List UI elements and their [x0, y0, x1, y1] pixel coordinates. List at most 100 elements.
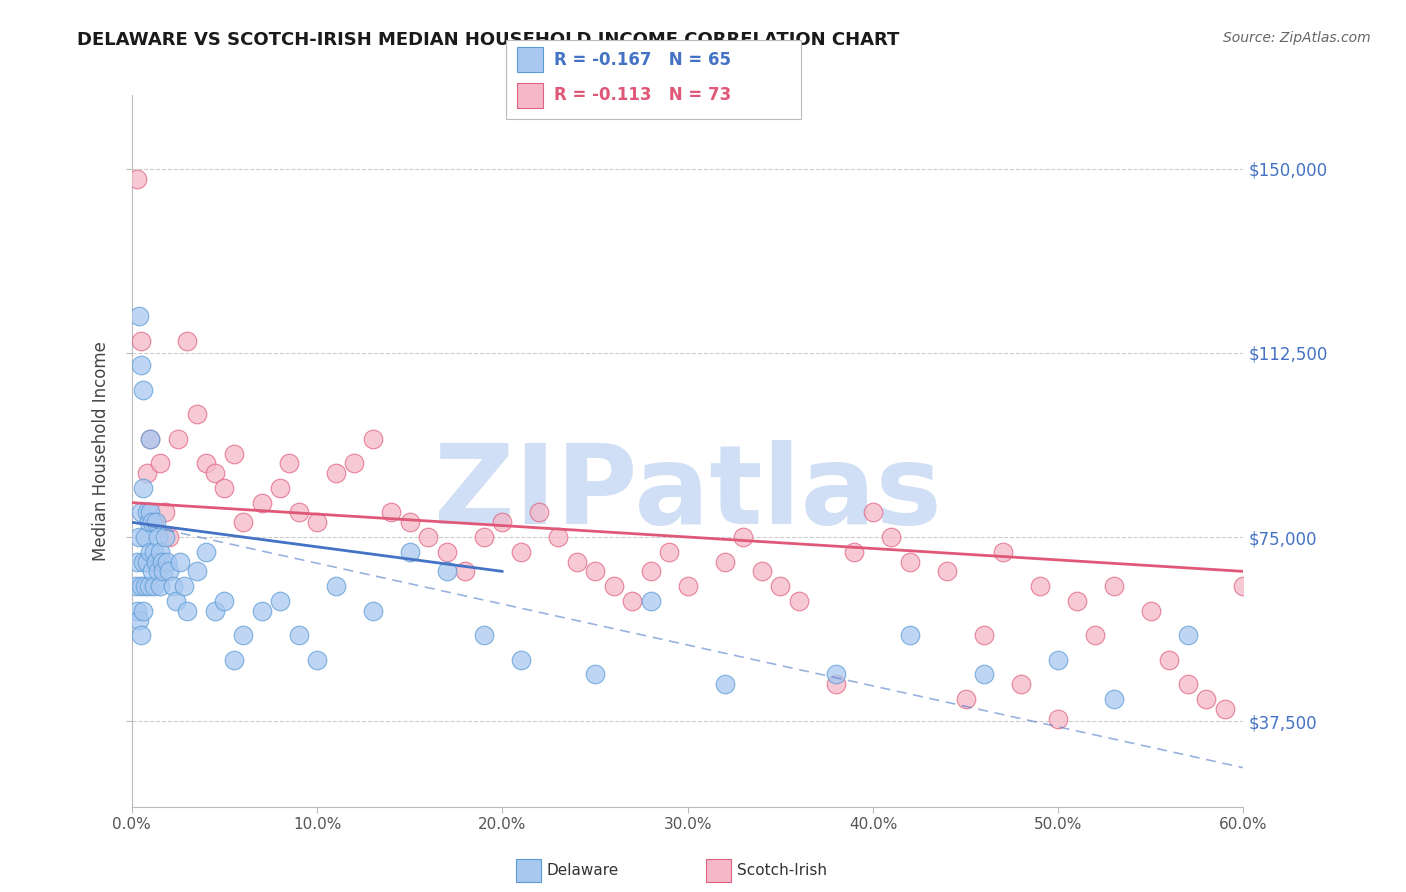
Point	[128, 614, 150, 628]
Point	[676, 579, 699, 593]
Point	[141, 565, 163, 579]
Text: ZIPatlas: ZIPatlas	[434, 441, 942, 548]
Point	[129, 506, 152, 520]
Point	[145, 516, 167, 530]
Point	[129, 579, 152, 593]
Point	[145, 555, 167, 569]
Point	[1047, 712, 1070, 726]
Text: R = -0.167   N = 65: R = -0.167 N = 65	[554, 51, 731, 69]
Point	[1270, 604, 1292, 618]
Point	[132, 383, 155, 397]
Point	[973, 667, 995, 681]
Point	[132, 555, 155, 569]
Point	[287, 506, 309, 520]
Point	[176, 604, 198, 618]
Point	[510, 545, 533, 559]
Point	[162, 579, 184, 593]
Point	[129, 334, 152, 348]
Point	[640, 594, 662, 608]
Point	[156, 555, 179, 569]
Point	[621, 594, 644, 608]
Point	[398, 545, 420, 559]
Point	[186, 565, 208, 579]
Point	[1140, 604, 1163, 618]
Point	[232, 628, 254, 642]
Point	[149, 579, 172, 593]
Point	[167, 432, 190, 446]
Point	[1251, 628, 1274, 642]
Point	[138, 516, 160, 530]
Point	[1177, 628, 1199, 642]
Point	[1028, 579, 1050, 593]
Point	[176, 334, 198, 348]
Point	[146, 530, 169, 544]
Point	[139, 506, 162, 520]
Point	[132, 481, 155, 495]
Point	[398, 516, 420, 530]
Point	[1066, 594, 1088, 608]
Point	[510, 653, 533, 667]
Point	[583, 565, 606, 579]
Point	[139, 545, 162, 559]
Point	[127, 171, 149, 186]
Point	[287, 628, 309, 642]
Text: Delaware: Delaware	[547, 863, 619, 878]
Point	[529, 506, 551, 520]
Point	[278, 457, 301, 471]
Point	[640, 565, 662, 579]
Point	[751, 565, 773, 579]
Point	[139, 432, 162, 446]
Point	[1288, 775, 1310, 789]
Point	[134, 579, 156, 593]
Point	[214, 594, 236, 608]
Point	[898, 628, 921, 642]
Point	[149, 457, 172, 471]
Point	[146, 565, 169, 579]
Point	[143, 545, 166, 559]
Point	[1159, 653, 1181, 667]
Point	[361, 604, 384, 618]
Point	[1362, 653, 1385, 667]
Point	[124, 579, 146, 593]
Point	[214, 481, 236, 495]
Point	[155, 506, 177, 520]
Point	[1102, 692, 1125, 706]
Point	[862, 506, 884, 520]
Point	[204, 467, 226, 481]
Point	[169, 555, 191, 569]
Point	[135, 555, 157, 569]
Point	[139, 432, 162, 446]
Point	[733, 530, 755, 544]
Point	[713, 555, 735, 569]
Point	[973, 628, 995, 642]
Point	[132, 604, 155, 618]
Point	[898, 555, 921, 569]
Point	[127, 604, 149, 618]
Point	[152, 565, 174, 579]
Point	[825, 677, 848, 691]
Point	[1213, 702, 1236, 716]
Point	[269, 481, 291, 495]
Point	[325, 579, 347, 593]
Point	[418, 530, 440, 544]
Point	[436, 545, 458, 559]
Text: DELAWARE VS SCOTCH-IRISH MEDIAN HOUSEHOLD INCOME CORRELATION CHART: DELAWARE VS SCOTCH-IRISH MEDIAN HOUSEHOL…	[77, 31, 900, 49]
Point	[343, 457, 366, 471]
Y-axis label: Median Household Income: Median Household Income	[93, 342, 110, 561]
Point	[1232, 579, 1254, 593]
Point	[204, 604, 226, 618]
Point	[1084, 628, 1107, 642]
Point	[380, 506, 402, 520]
Point	[880, 530, 903, 544]
Point	[129, 358, 152, 372]
Point	[565, 555, 588, 569]
Point	[128, 530, 150, 544]
Point	[157, 530, 180, 544]
Point	[658, 545, 681, 559]
Point	[1324, 628, 1347, 642]
Point	[991, 545, 1014, 559]
Point	[127, 555, 149, 569]
Point	[769, 579, 792, 593]
Point	[222, 653, 245, 667]
Point	[165, 594, 187, 608]
